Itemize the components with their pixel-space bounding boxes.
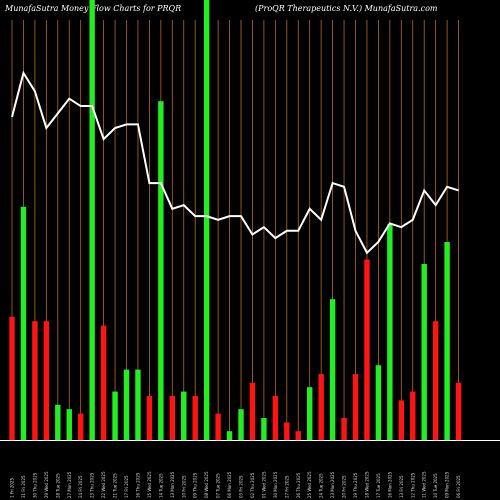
x-tick-label: 31 Fri 2025 — [21, 475, 26, 498]
x-tick-label: 01 Wed 2025 — [261, 471, 266, 498]
bar — [158, 101, 164, 440]
x-tick-label: 11 Wed 2025 — [422, 471, 427, 498]
x-tick-label: 02 Thu 2025 — [250, 472, 255, 498]
x-tick-label: 29 Wed 2025 — [44, 471, 49, 498]
money-flow-line — [11, 70, 459, 255]
x-tick-label: 27 Mon 2025 — [67, 471, 72, 498]
bar — [364, 259, 370, 440]
bar — [203, 0, 210, 440]
bar — [20, 206, 27, 440]
bar — [352, 374, 359, 440]
bar — [32, 321, 38, 440]
bar — [432, 321, 439, 440]
bar — [307, 387, 313, 440]
bar — [181, 391, 187, 440]
bar — [89, 0, 95, 440]
bar — [192, 396, 198, 440]
x-tick-label: 12 Thu 2025 — [410, 472, 415, 498]
bar — [78, 413, 84, 440]
bar — [9, 316, 15, 440]
x-tick-label: 13 Fri 2025 — [399, 475, 404, 498]
bar — [112, 391, 118, 440]
x-tick-label: 21 Tue 2025 — [113, 473, 118, 498]
x-tick-label: 19 Thu 2025 — [353, 472, 358, 498]
bar — [295, 431, 301, 440]
bar — [318, 374, 324, 440]
bar — [455, 382, 462, 440]
bar — [329, 299, 336, 440]
x-tick-label: 30 Thu 2025 — [32, 472, 37, 498]
x-tick-label: 06 Mon 2025 — [227, 471, 232, 498]
x-tick-label: 09 Thu 2025 — [193, 472, 198, 498]
bar — [444, 242, 450, 440]
x-tick-label: 23 Thu 2025 — [90, 472, 95, 498]
bar — [375, 365, 382, 440]
bar — [238, 409, 244, 440]
bar — [100, 325, 107, 440]
x-tick-label: 10 Fri 2025 — [181, 475, 186, 498]
x-tick-label: 18 Wed 2025 — [364, 471, 369, 498]
bar — [387, 224, 393, 440]
bar — [398, 400, 404, 440]
x-tick-label: 30 Mon 2025 — [273, 471, 278, 498]
bar — [66, 409, 72, 440]
bar — [146, 396, 153, 440]
x-tick-label: 26 Thu 2025 — [296, 472, 301, 498]
x-tick-label: 07 Tue 2025 — [216, 473, 221, 498]
bars-group — [9, 0, 462, 440]
x-tick-label: 22 Wed 2025 — [101, 471, 106, 498]
x-tick-label: 09 Mon 2025 — [445, 471, 450, 498]
x-tick-label: 17 Fri 2025 — [124, 475, 129, 498]
x-tick-label: 15 Wed 2025 — [147, 471, 152, 498]
money-flow-line-group — [11, 70, 459, 255]
bar — [249, 382, 256, 440]
bar — [123, 369, 130, 440]
bar — [55, 404, 61, 440]
x-tick-label: 16 Mon 2025 — [387, 471, 392, 498]
bar — [43, 321, 50, 440]
bar — [169, 396, 175, 440]
bar — [215, 413, 221, 440]
x-tick-label: 25 Wed 2025 — [307, 471, 312, 498]
x-tick-label: 10 Tue 2025 — [433, 473, 438, 498]
x-tick-labels: 1 Fri 2025 31 Fri 2025 30 Thu 2025 29 Wed 2… — [10, 471, 462, 498]
bar — [226, 431, 233, 440]
x-tick-label: 24 Fri 2025 — [78, 475, 83, 498]
bar — [421, 264, 427, 440]
x-tick-label: 23 Mon 2025 — [330, 471, 335, 498]
x-tick-label: 27 Fri 2025 — [284, 475, 289, 498]
x-tick-label: 28 Tue 2025 — [55, 473, 60, 498]
bar — [341, 418, 347, 440]
x-tick-label: 24 Tue 2025 — [319, 473, 324, 498]
x-tick-label: 16 Thu 2025 — [135, 472, 140, 498]
x-tick-label: 14 Tue 2025 — [158, 473, 163, 498]
x-tick-label: 03 Fri 2025 — [239, 475, 244, 498]
x-tick-label: 17 Tue 2025 — [376, 473, 381, 498]
x-tick-label: 13 Mon 2025 — [170, 471, 175, 498]
x-tick-label: 1 Fri 2025 — [10, 478, 15, 498]
x-tick-label: 08 Wed 2025 — [204, 471, 209, 498]
x-tick-label: 20 Fri 2025 — [342, 475, 347, 498]
chart-subtitle: (ProQR Therapeutics N.V.) MunafaSutra.co… — [255, 4, 438, 13]
bar — [261, 418, 267, 440]
bar — [410, 391, 416, 440]
bar — [272, 396, 279, 440]
bar — [284, 422, 290, 440]
bar — [135, 369, 141, 440]
x-tick-label: 06 Fri 2025 — [456, 475, 461, 498]
